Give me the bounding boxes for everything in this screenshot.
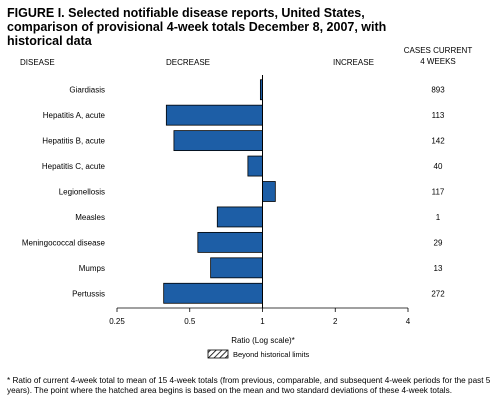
chart-title: FIGURE I. Selected notifiable disease re… [7,6,387,48]
category-label: Giardiasis [69,86,105,95]
bar [216,206,263,228]
cases-value: 272 [431,289,445,298]
bar [163,282,263,304]
legend: Beyond historical limits [207,349,310,359]
bar [247,155,263,177]
category-label: Hepatitis B, acute [42,137,105,146]
x-tick-label: 1 [260,317,265,326]
header-cases-line2: 4 WEEKS [420,57,456,66]
category-label: Pertussis [72,289,105,298]
x-axis-label: Ratio (Log scale)* [231,336,295,345]
category-label: Legionellosis [59,188,105,197]
header-decrease: DECREASE [166,58,210,67]
cases-value: 893 [431,86,445,95]
x-tick-label: 2 [333,317,338,326]
cases-value: 113 [432,111,445,120]
bar [262,181,276,202]
bar [197,231,263,253]
bars-layer [163,79,276,304]
header-increase: INCREASE [333,58,374,67]
legend-label: Beyond historical limits [233,350,310,359]
category-label: Hepatitis C, acute [42,162,106,171]
bar [173,130,263,152]
x-tick-label: 0.25 [109,317,125,326]
category-labels: Giardiasis Hepatitis A, acute Hepatitis B,… [22,86,106,299]
cases-value: 13 [434,264,443,273]
category-label: Mumps [79,264,105,273]
x-tick-label: 4 [406,317,411,326]
cases-values: 893 113 142 40 117 1 29 13 272 [431,86,445,299]
header-disease: DISEASE [20,58,55,67]
cases-value: 40 [434,162,443,171]
cases-value: 1 [436,213,441,222]
category-label: Measles [75,213,105,222]
category-label: Hepatitis A, acute [43,111,106,120]
category-label: Meningococcal disease [22,238,106,247]
cases-value: 142 [431,137,445,146]
bar [165,104,263,126]
cases-value: 117 [432,188,445,197]
bar [210,257,263,279]
header-cases-line1: CASES CURRENT [404,46,473,55]
x-axis: 0.25 0.5 1 2 4 [109,75,411,326]
legend-hatch-swatch [207,349,229,359]
cases-value: 29 [434,238,443,247]
footnote: * Ratio of current 4-week total to mean … [7,376,491,395]
x-tick-label: 0.5 [184,317,196,326]
